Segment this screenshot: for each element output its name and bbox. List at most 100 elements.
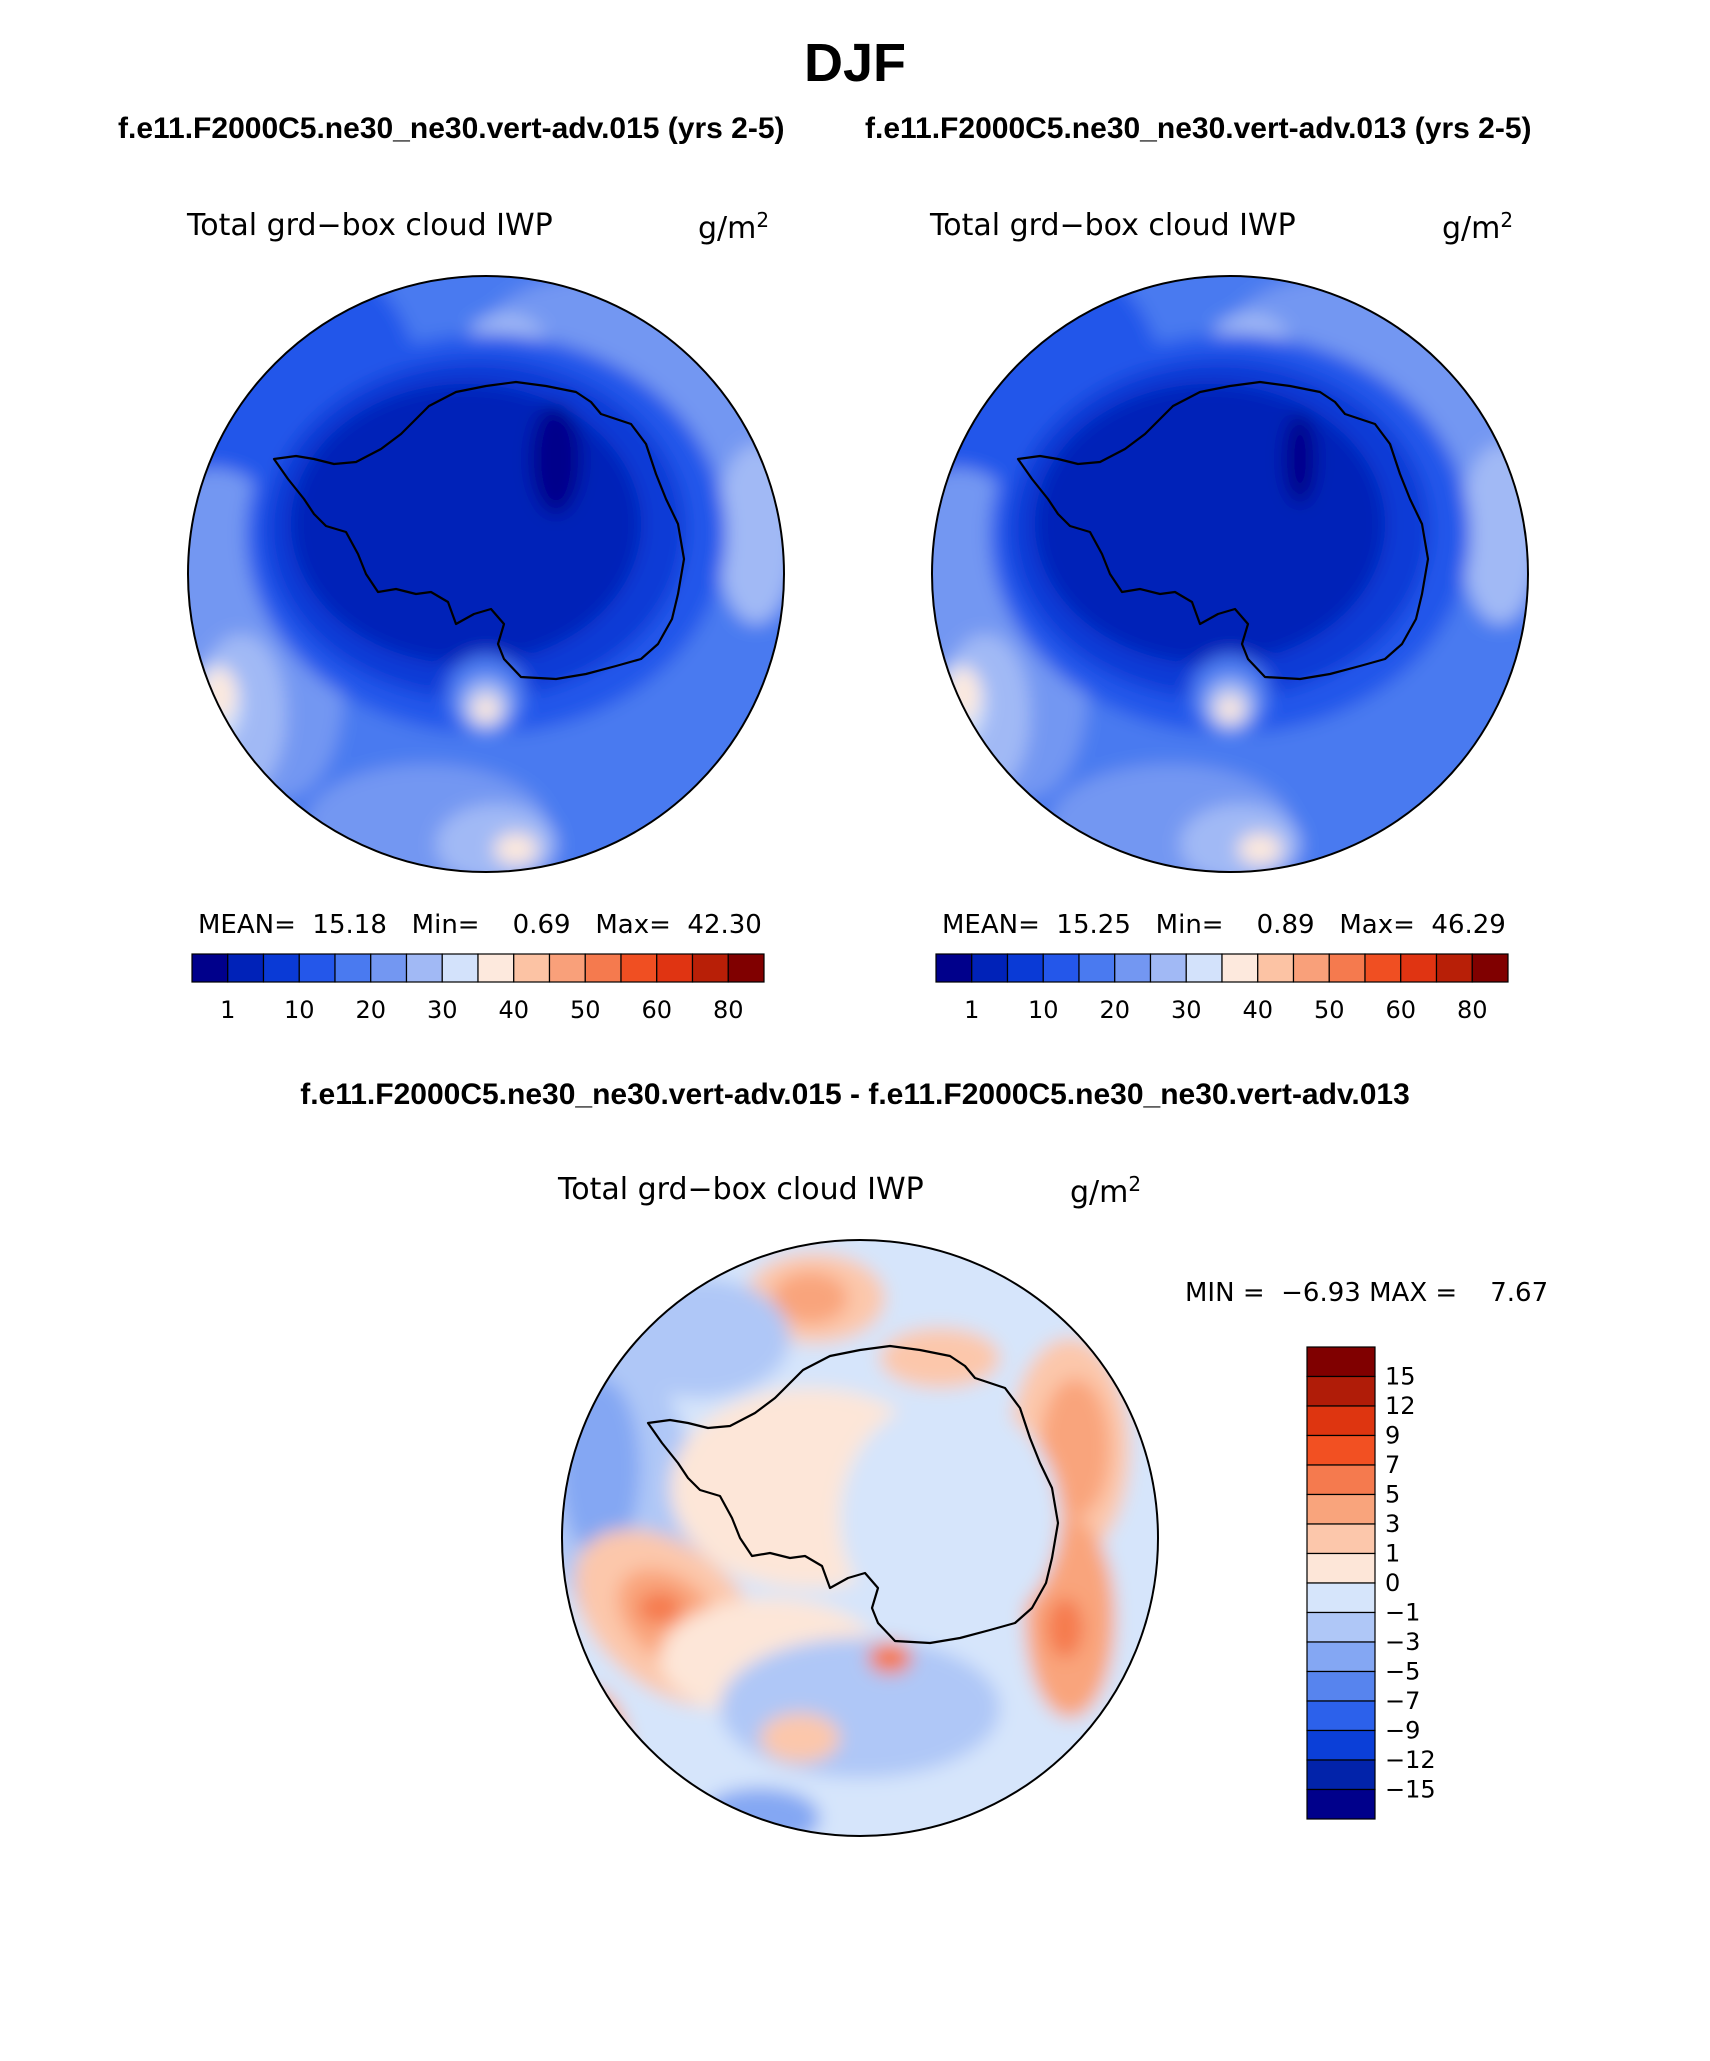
panel-c-field-patch <box>772 1272 848 1324</box>
panel-c-colorbar-swatch <box>1306 1346 1376 1378</box>
panel-a-colorbar-tick-label: 80 <box>713 996 744 1024</box>
panel-c-map-border <box>561 1239 1159 1837</box>
panel-b-colorbar-swatch <box>1006 953 1044 983</box>
panel-b-stats: MEAN= 15.25 Min= 0.89 Max= 46.29 <box>942 910 1506 940</box>
panel-c-colorbar-swatch <box>1306 1434 1376 1466</box>
panel-b-colorbar-swatch <box>1114 953 1152 983</box>
panel-b-field-patch <box>1216 695 1244 723</box>
panel-a-units: g/m2 <box>698 208 770 246</box>
panel-a-colorbar-swatch <box>262 953 300 983</box>
panel-c-colorbar-swatch <box>1306 1700 1376 1732</box>
panel-c-field-patch <box>1047 1598 1083 1658</box>
panel-b-colorbar-tick-label: 60 <box>1385 996 1416 1024</box>
panel-a-colorbar-swatch <box>370 953 408 983</box>
panel-a-field-patch <box>472 695 500 723</box>
panel-a-colorbar-swatch <box>298 953 336 983</box>
panel-b-colorbar-swatch <box>1185 953 1223 983</box>
panel-c-colorbar-swatch <box>1306 1729 1376 1761</box>
panel-c-field-patch <box>880 1328 1000 1388</box>
panel-b-field-patch <box>948 668 980 720</box>
panel-b-title: Total grd−box cloud IWP <box>930 208 1296 243</box>
panel-c-colorbar-swatch <box>1306 1523 1376 1555</box>
panel-a-title: Total grd−box cloud IWP <box>187 208 553 243</box>
panel-c-colorbar-swatch <box>1306 1788 1376 1820</box>
page-title: DJF <box>803 33 906 93</box>
panel-a-colorbar-tick-label: 10 <box>284 996 315 1024</box>
panel-a-colorbar-swatch <box>191 953 229 983</box>
panel-a-colorbar-tick-label: 40 <box>498 996 529 1024</box>
panel-a-colorbar-tick-label: 30 <box>427 996 458 1024</box>
panel-b-colorbar-tick-label: 10 <box>1028 996 1059 1024</box>
panel-a-field-patch <box>204 668 236 720</box>
panel-a-colorbar-tick-label: 50 <box>570 996 601 1024</box>
panel-c-colorbar-tick-label: −3 <box>1385 1628 1420 1656</box>
panel-b-colorbar-swatch <box>1221 953 1259 983</box>
panel-a-colorbar-swatch <box>405 953 443 983</box>
panel-a-map <box>187 275 785 873</box>
panel-c-colorbar-swatch <box>1306 1759 1376 1791</box>
panel-c-field-patch <box>638 1592 682 1624</box>
panel-a-colorbar-swatch <box>691 953 729 983</box>
panel-a-colorbar-tick-label: 1 <box>220 996 235 1024</box>
panel-a-colorbar: 1 10 20 30 40 50 60 80 <box>191 953 765 1024</box>
panel-c-field-patch <box>562 1738 600 1818</box>
panel-c-colorbar-tick-label: 0 <box>1385 1569 1400 1597</box>
panel-c-colorbar-tick-label: −9 <box>1385 1717 1420 1745</box>
panel-b-colorbar-tick-label: 80 <box>1457 996 1488 1024</box>
panel-b-field-patch <box>1035 384 1385 664</box>
panel-b-colorbar: 1 10 20 30 40 50 60 80 <box>935 953 1509 1024</box>
panel-c-field-patch <box>760 1713 840 1763</box>
panel-c-field-patch <box>1040 1378 1110 1518</box>
panel-a-colorbar-swatch <box>656 953 694 983</box>
panel-b-colorbar-swatch <box>1257 953 1295 983</box>
panel-b-colorbar-swatch <box>1364 953 1402 983</box>
panel-c-colorbar-tick-label: 12 <box>1385 1392 1416 1420</box>
panel-a-colorbar-swatch <box>227 953 265 983</box>
panel-c-title: Total grd−box cloud IWP <box>558 1172 924 1207</box>
panel-a-colorbar-swatch <box>620 953 658 983</box>
panel-c-field-patch <box>840 1398 1060 1638</box>
panel-a-colorbar-swatch <box>441 953 479 983</box>
panel-a-field-patch <box>291 384 641 664</box>
panel-a-colorbar-tick-label: 20 <box>355 996 386 1024</box>
panel-c-colorbar-swatch <box>1306 1582 1376 1614</box>
panel-b-field-patch <box>1238 833 1282 865</box>
panel-c-colorbar-tick-label: 9 <box>1385 1422 1400 1450</box>
panel-b-colorbar-swatch <box>1435 953 1473 983</box>
diff-header: f.e11.F2000C5.ne30_ne30.vert-adv.015 - f… <box>300 1078 1410 1111</box>
panel-c-colorbar-tick-label: −12 <box>1385 1746 1436 1774</box>
panel-b-colorbar-swatch <box>1078 953 1116 983</box>
panel-a-colorbar-swatch <box>548 953 586 983</box>
panel-c-colorbar-tick-label: 3 <box>1385 1510 1400 1538</box>
panel-b-map-border <box>931 275 1529 873</box>
panel-c-colorbar-tick-label: −1 <box>1385 1599 1420 1627</box>
panel-a-stats: MEAN= 15.18 Min= 0.69 Max= 42.30 <box>198 910 762 940</box>
panel-b-colorbar-swatch <box>1328 953 1366 983</box>
panel-a-map-border <box>187 275 785 873</box>
panel-a-field-patch <box>494 833 538 865</box>
panel-c-field-patch <box>720 1638 1000 1778</box>
panel-c-colorbar-tick-label: −7 <box>1385 1687 1420 1715</box>
panel-b-colorbar-swatch <box>1292 953 1330 983</box>
panel-c-colorbar-swatch <box>1306 1375 1376 1407</box>
panel-b-colorbar-swatch <box>1400 953 1438 983</box>
panel-b-colorbar-swatch <box>971 953 1009 983</box>
panel-c-units: g/m2 <box>1070 1172 1142 1210</box>
panel-b-coastline <box>1016 380 1430 681</box>
panel-c-colorbar-swatch <box>1306 1670 1376 1702</box>
panel-c-colorbar-swatch <box>1306 1641 1376 1673</box>
panel-b-colorbar-tick-label: 30 <box>1171 996 1202 1024</box>
panel-c-stats: MIN = −6.93 MAX = 7.67 <box>1185 1278 1549 1308</box>
panel-c-map <box>561 1239 1159 1837</box>
panel-b-map <box>931 275 1529 873</box>
panel-a-colorbar-tick-label: 60 <box>641 996 672 1024</box>
panel-c-colorbar-swatch <box>1306 1464 1376 1496</box>
panel-b-colorbar-swatch <box>1149 953 1187 983</box>
panel-c-colorbar-tick-label: 15 <box>1385 1363 1416 1391</box>
panel-a-colorbar-swatch <box>477 953 515 983</box>
panel-c-colorbar-swatch <box>1306 1611 1376 1643</box>
panel-c-colorbar-tick-label: 5 <box>1385 1481 1400 1509</box>
panel-c-colorbar-tick-label: −15 <box>1385 1776 1436 1804</box>
panel-c-colorbar-swatch <box>1306 1405 1376 1437</box>
